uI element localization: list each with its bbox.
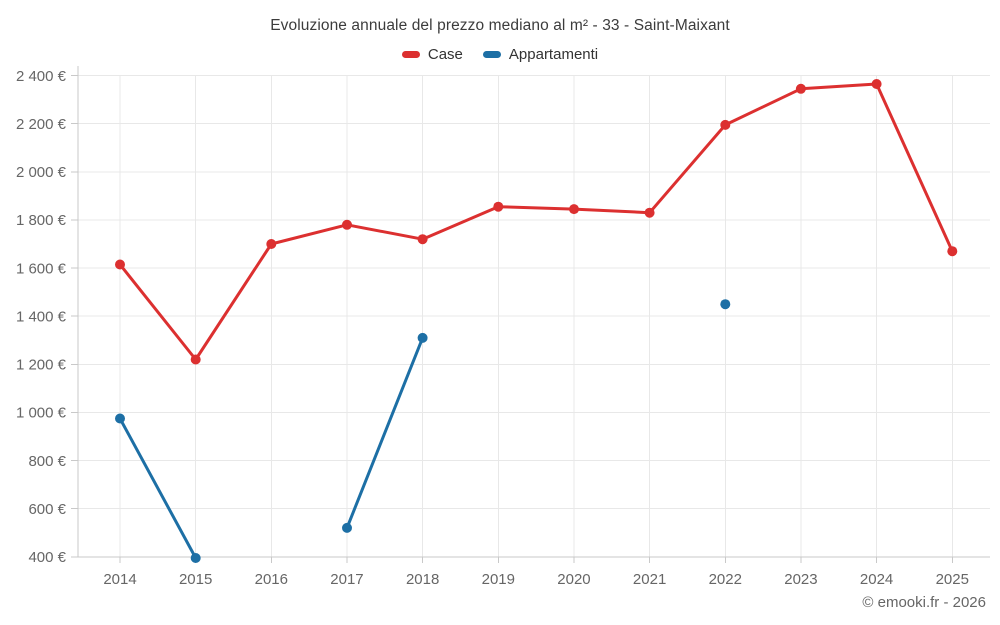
case-line-segment [118,82,954,361]
appartamenti-point-2015[interactable] [190,553,201,563]
case-point-2017[interactable] [342,219,352,230]
case-point-2023[interactable] [795,83,806,94]
case-point-2025[interactable] [947,246,958,257]
y-axis-label-400: 400 € [28,549,66,566]
copyright-credit: © emooki.fr - 2026 [862,594,986,611]
y-axis-label-2400: 2 400 € [16,68,67,85]
y-axis-label-1400: 1 400 € [16,308,67,325]
case-point-2021[interactable] [644,207,655,218]
y-axis-label-2000: 2 000 € [16,164,67,181]
appartamenti-point-2014[interactable] [115,413,125,424]
x-axis-label-2016: 2016 [255,571,288,588]
x-axis-label-2017: 2017 [330,571,363,588]
x-axis-label-2024: 2024 [860,571,893,588]
x-axis-label-2019: 2019 [482,571,515,588]
legend-label-appartamenti: Appartamenti [508,46,599,63]
y-axis-label-2200: 2 200 € [16,116,67,133]
x-axis-label-2023: 2023 [784,571,817,588]
case-point-2020[interactable] [569,204,579,215]
y-axis-label-1600: 1 600 € [16,260,67,277]
x-axis-label-2015: 2015 [179,571,212,588]
x-axis-label-2014: 2014 [103,571,136,588]
y-axis-label-600: 600 € [28,501,66,518]
x-axis-label-2025: 2025 [936,571,969,588]
x-axis-label-2021: 2021 [633,571,666,588]
appartamenti-point-2018[interactable] [417,332,428,343]
case-point-2024[interactable] [871,79,882,89]
y-axis-label-1000: 1 000 € [16,405,67,422]
legend-item-case[interactable]: Case [401,46,463,63]
case-point-2022[interactable] [720,119,731,130]
y-axis-label-800: 800 € [28,453,66,470]
appartamenti-line-segment [345,336,425,530]
appartamenti-point-2022[interactable] [720,299,731,310]
case-point-2015[interactable] [190,354,201,365]
y-axis-label-1800: 1 800 € [16,212,67,229]
x-axis-label-2020: 2020 [557,571,590,588]
x-axis-label-2018: 2018 [406,571,439,588]
case-point-2019[interactable] [493,201,504,212]
chart-title: Evoluzione annuale del prezzo mediano al… [270,17,730,34]
legend-label-case: Case [427,46,463,63]
legend-item-appartamenti[interactable]: Appartamenti [482,46,599,63]
x-axis-label-2022: 2022 [709,571,742,588]
case-point-2016[interactable] [266,239,277,249]
appartamenti-point-2017[interactable] [342,522,352,533]
legend: Case Appartamenti [0,46,1000,63]
case-point-2018[interactable] [417,234,428,245]
case-swatch-icon [401,51,420,58]
appartamenti-swatch-icon [482,51,501,58]
y-axis-label-1200: 1 200 € [16,357,67,374]
case-point-2014[interactable] [115,259,125,270]
appartamenti-line-segment [118,417,198,560]
